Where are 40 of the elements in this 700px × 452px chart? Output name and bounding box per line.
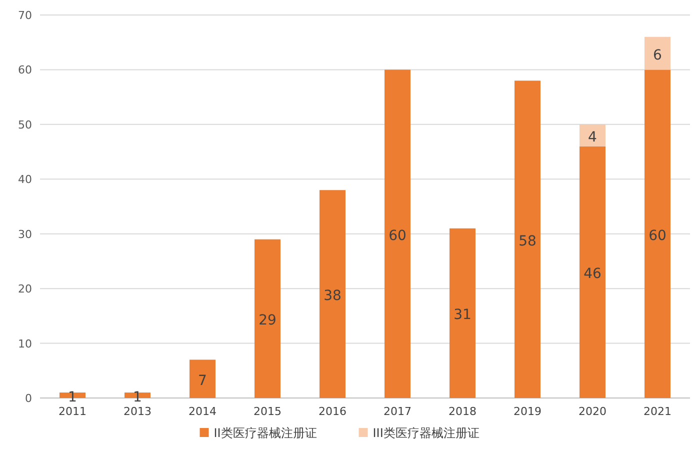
bar — [580, 146, 606, 398]
x-tick-label: 2021 — [644, 405, 672, 418]
y-tick-label: 20 — [18, 282, 32, 296]
y-tick-label: 40 — [18, 173, 32, 186]
data-label: 31 — [454, 307, 472, 324]
y-tick-label: 50 — [18, 118, 32, 132]
bar — [384, 70, 410, 398]
data-label: 60 — [388, 228, 406, 244]
y-tick-label: 30 — [18, 228, 32, 241]
legend-label: III类医疗器械注册证 — [372, 426, 480, 440]
bar — [190, 360, 216, 398]
bar — [320, 190, 346, 398]
bar — [580, 124, 606, 146]
data-label: 46 — [584, 266, 602, 282]
x-tick-label: 2014 — [188, 405, 216, 418]
bar — [644, 70, 670, 398]
data-label: 7 — [198, 372, 207, 389]
x-tick-label: 2018 — [448, 405, 476, 418]
bar — [514, 80, 540, 398]
y-tick-label: 60 — [18, 64, 32, 77]
x-tick-label: 2013 — [124, 405, 152, 418]
data-label: 29 — [258, 312, 276, 329]
data-label: 38 — [324, 288, 342, 304]
data-label: 4 — [588, 129, 598, 146]
data-label: 58 — [518, 233, 536, 250]
y-tick-label: 70 — [18, 9, 32, 22]
y-tick-label: 0 — [25, 392, 32, 405]
x-tick-label: 2020 — [578, 405, 606, 418]
legend-label: II类医疗器械注册证 — [214, 426, 317, 440]
data-label: 6 — [653, 47, 662, 64]
x-tick-label: 2017 — [384, 405, 412, 418]
data-label: 60 — [648, 228, 666, 244]
y-tick-label: 10 — [18, 337, 32, 350]
x-tick-label: 2016 — [318, 405, 346, 418]
bar — [644, 36, 670, 70]
bar — [450, 228, 476, 398]
x-tick-label: 2011 — [58, 405, 86, 418]
bar — [254, 239, 280, 398]
x-tick-label: 2015 — [254, 405, 282, 418]
x-tick-label: 2019 — [514, 405, 542, 418]
